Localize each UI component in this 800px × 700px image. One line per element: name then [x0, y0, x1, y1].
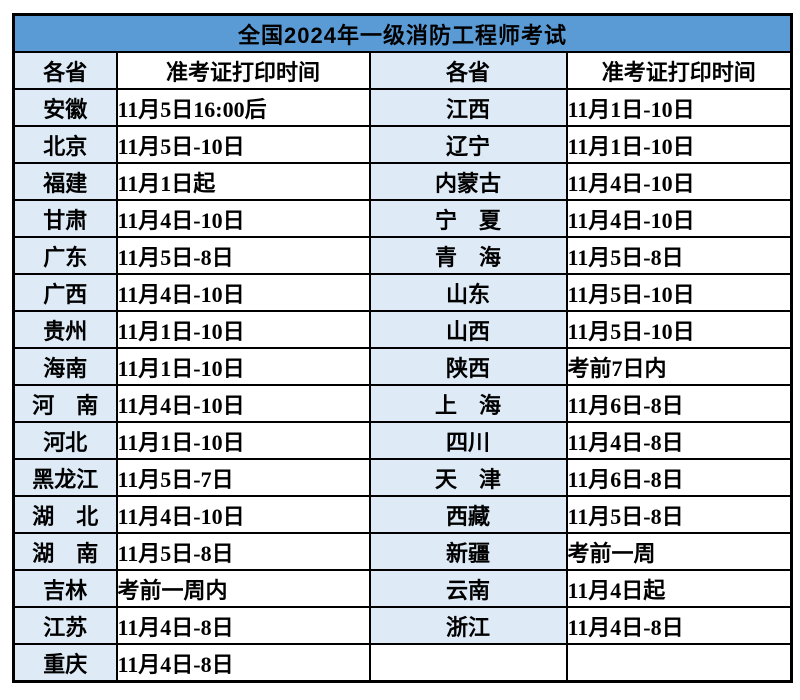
time-cell: 11月5日-10日 [565, 310, 793, 349]
province-cell: 湖 北 [12, 495, 118, 534]
time-cell: 11月1日-10日 [565, 88, 793, 127]
time-cell: 11月5日16:00后 [115, 88, 371, 127]
header-time-left: 准考证打印时间 [115, 51, 371, 90]
exam-schedule-table: 全国2024年一级消防工程师考试 各省 准考证打印时间 各省 准考证打印时间 安… [12, 13, 794, 683]
table-row: 福建 11月1日起 内蒙古 11月4日-10日 [12, 162, 793, 201]
province-cell: 上 海 [368, 384, 568, 423]
time-cell: 11月4日-10日 [115, 273, 371, 312]
province-cell: 云南 [368, 569, 568, 608]
table-row: 湖 北 11月4日-10日 西藏 11月5日-8日 [12, 495, 793, 534]
table-row: 甘肃 11月4日-10日 宁 夏 11月4日-10日 [12, 199, 793, 238]
time-cell: 11月4日-8日 [565, 606, 793, 645]
province-cell: 重庆 [12, 643, 118, 683]
province-cell: 山西 [368, 310, 568, 349]
empty-cell [368, 643, 568, 683]
time-cell: 考前7日内 [565, 347, 793, 386]
time-cell: 11月6日-8日 [565, 384, 793, 423]
header-province-right: 各省 [368, 51, 568, 90]
time-cell: 11月1日-10日 [115, 421, 371, 460]
table-row: 江苏 11月4日-8日 浙江 11月4日-8日 [12, 606, 793, 645]
province-cell: 内蒙古 [368, 162, 568, 201]
province-cell: 北京 [12, 125, 118, 164]
time-cell: 11月5日-8日 [565, 236, 793, 275]
province-cell: 辽宁 [368, 125, 568, 164]
time-cell: 11月1日-10日 [115, 310, 371, 349]
province-cell: 贵州 [12, 310, 118, 349]
page-title: 全国2024年一级消防工程师考试 [12, 13, 793, 53]
time-cell: 11月4日-8日 [115, 643, 371, 683]
province-cell: 安徽 [12, 88, 118, 127]
table-row: 河 南 11月4日-10日 上 海 11月6日-8日 [12, 384, 793, 423]
time-cell: 11月4日-8日 [115, 606, 371, 645]
page: 全国2024年一级消防工程师考试 各省 准考证打印时间 各省 准考证打印时间 安… [12, 13, 794, 683]
time-cell: 11月4日-10日 [115, 384, 371, 423]
province-cell: 天 津 [368, 458, 568, 497]
province-cell: 广西 [12, 273, 118, 312]
time-cell: 11月6日-8日 [565, 458, 793, 497]
province-cell: 山东 [368, 273, 568, 312]
province-cell: 浙江 [368, 606, 568, 645]
province-cell: 青 海 [368, 236, 568, 275]
province-cell: 河北 [12, 421, 118, 460]
title-row: 全国2024年一级消防工程师考试 [12, 13, 793, 53]
province-cell: 河 南 [12, 384, 118, 423]
table-row: 北京 11月5日-10日 辽宁 11月1日-10日 [12, 125, 793, 164]
time-cell: 11月1日起 [115, 162, 371, 201]
province-cell: 江苏 [12, 606, 118, 645]
time-cell: 11月5日-10日 [115, 125, 371, 164]
province-cell: 湖 南 [12, 532, 118, 571]
province-cell: 陕西 [368, 347, 568, 386]
table-row: 吉林 考前一周内 云南 11月4日起 [12, 569, 793, 608]
province-cell: 宁 夏 [368, 199, 568, 238]
province-cell: 西藏 [368, 495, 568, 534]
time-cell: 11月5日-7日 [115, 458, 371, 497]
table-row: 安徽 11月5日16:00后 江西 11月1日-10日 [12, 88, 793, 127]
time-cell: 11月4日-10日 [115, 199, 371, 238]
province-cell: 海南 [12, 347, 118, 386]
time-cell: 11月1日-10日 [565, 125, 793, 164]
province-cell: 新疆 [368, 532, 568, 571]
time-cell: 11月4日-10日 [565, 199, 793, 238]
time-cell: 11月5日-8日 [565, 495, 793, 534]
province-cell: 江西 [368, 88, 568, 127]
table-row: 湖 南 11月5日-8日 新疆 考前一周 [12, 532, 793, 571]
table-row: 广西 11月4日-10日 山东 11月5日-10日 [12, 273, 793, 312]
table-row: 广东 11月5日-8日 青 海 11月5日-8日 [12, 236, 793, 275]
province-cell: 黑龙江 [12, 458, 118, 497]
table-row: 黑龙江 11月5日-7日 天 津 11月6日-8日 [12, 458, 793, 497]
province-cell: 甘肃 [12, 199, 118, 238]
table-row: 海南 11月1日-10日 陕西 考前7日内 [12, 347, 793, 386]
province-cell: 四川 [368, 421, 568, 460]
time-cell: 11月5日-8日 [115, 236, 371, 275]
time-cell: 考前一周内 [115, 569, 371, 608]
time-cell: 11月4日-10日 [565, 162, 793, 201]
province-cell: 广东 [12, 236, 118, 275]
header-province-left: 各省 [12, 51, 118, 90]
time-cell: 考前一周 [565, 532, 793, 571]
empty-cell [565, 643, 793, 683]
time-cell: 11月1日-10日 [115, 347, 371, 386]
table-row: 重庆 11月4日-8日 [12, 643, 793, 683]
header-time-right: 准考证打印时间 [565, 51, 793, 90]
province-cell: 吉林 [12, 569, 118, 608]
time-cell: 11月4日-10日 [115, 495, 371, 534]
time-cell: 11月5日-10日 [565, 273, 793, 312]
province-cell: 福建 [12, 162, 118, 201]
time-cell: 11月5日-8日 [115, 532, 371, 571]
header-row: 各省 准考证打印时间 各省 准考证打印时间 [12, 51, 793, 90]
table-row: 河北 11月1日-10日 四川 11月4日-8日 [12, 421, 793, 460]
table-row: 贵州 11月1日-10日 山西 11月5日-10日 [12, 310, 793, 349]
time-cell: 11月4日-8日 [565, 421, 793, 460]
time-cell: 11月4日起 [565, 569, 793, 608]
